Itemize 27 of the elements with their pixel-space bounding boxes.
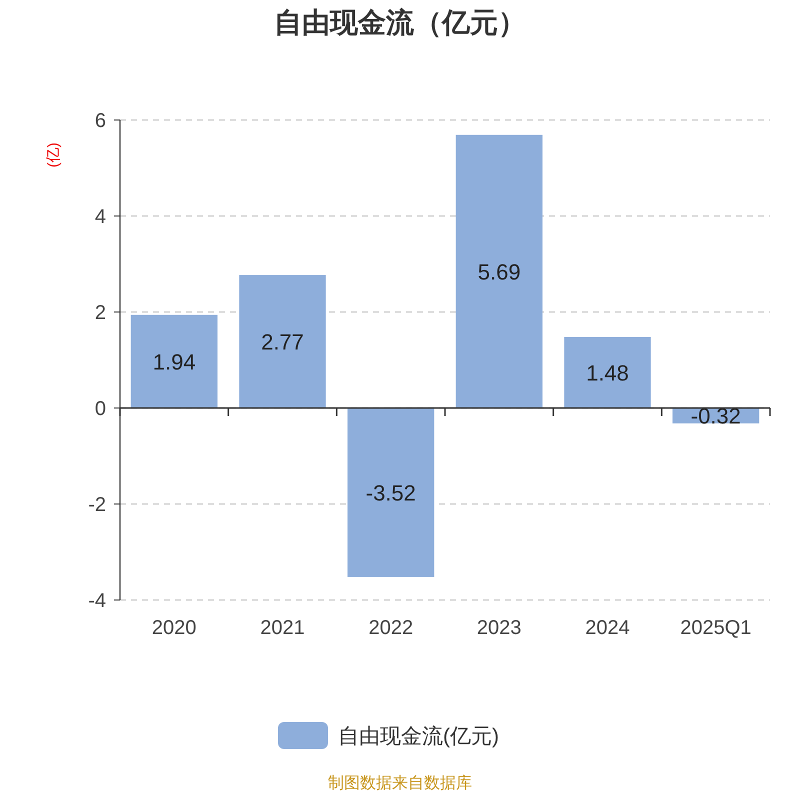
bar — [130, 314, 218, 408]
y-tick-label: -2 — [88, 494, 106, 516]
x-tick-label: 2022 — [368, 617, 414, 639]
x-tick-label: 2024 — [585, 617, 630, 639]
data-label: -0.32 — [690, 404, 741, 429]
data-label: 5.69 — [478, 259, 521, 284]
y-tick-label: 6 — [94, 110, 106, 132]
y-tick-label: 4 — [94, 206, 106, 228]
bar — [456, 134, 542, 408]
chart-title: 自由现金流（亿元） — [274, 7, 526, 38]
y-tick-label: 0 — [94, 398, 106, 420]
bar — [564, 336, 651, 408]
data-label: 1.94 — [152, 349, 196, 374]
text: 制图数据来自数据库 — [328, 774, 472, 792]
x-tick-label: 2023 — [476, 617, 522, 639]
x-tick-label: 2025Q1 — [680, 617, 752, 639]
data-label: -3.52 — [366, 480, 416, 506]
legend-label: 自由现金流(亿元) — [338, 725, 499, 748]
y-tick-label: 2 — [94, 302, 106, 324]
y-axis-title: (亿) — [45, 142, 62, 168]
x-tick-label: 2020 — [152, 617, 196, 639]
bar — [239, 275, 326, 408]
x-tick-label: 2021 — [260, 617, 305, 639]
bar — [348, 408, 434, 577]
y-tick-label: -4 — [88, 590, 106, 612]
data-label: 2.77 — [261, 330, 304, 355]
data-label: 1.48 — [586, 360, 629, 386]
